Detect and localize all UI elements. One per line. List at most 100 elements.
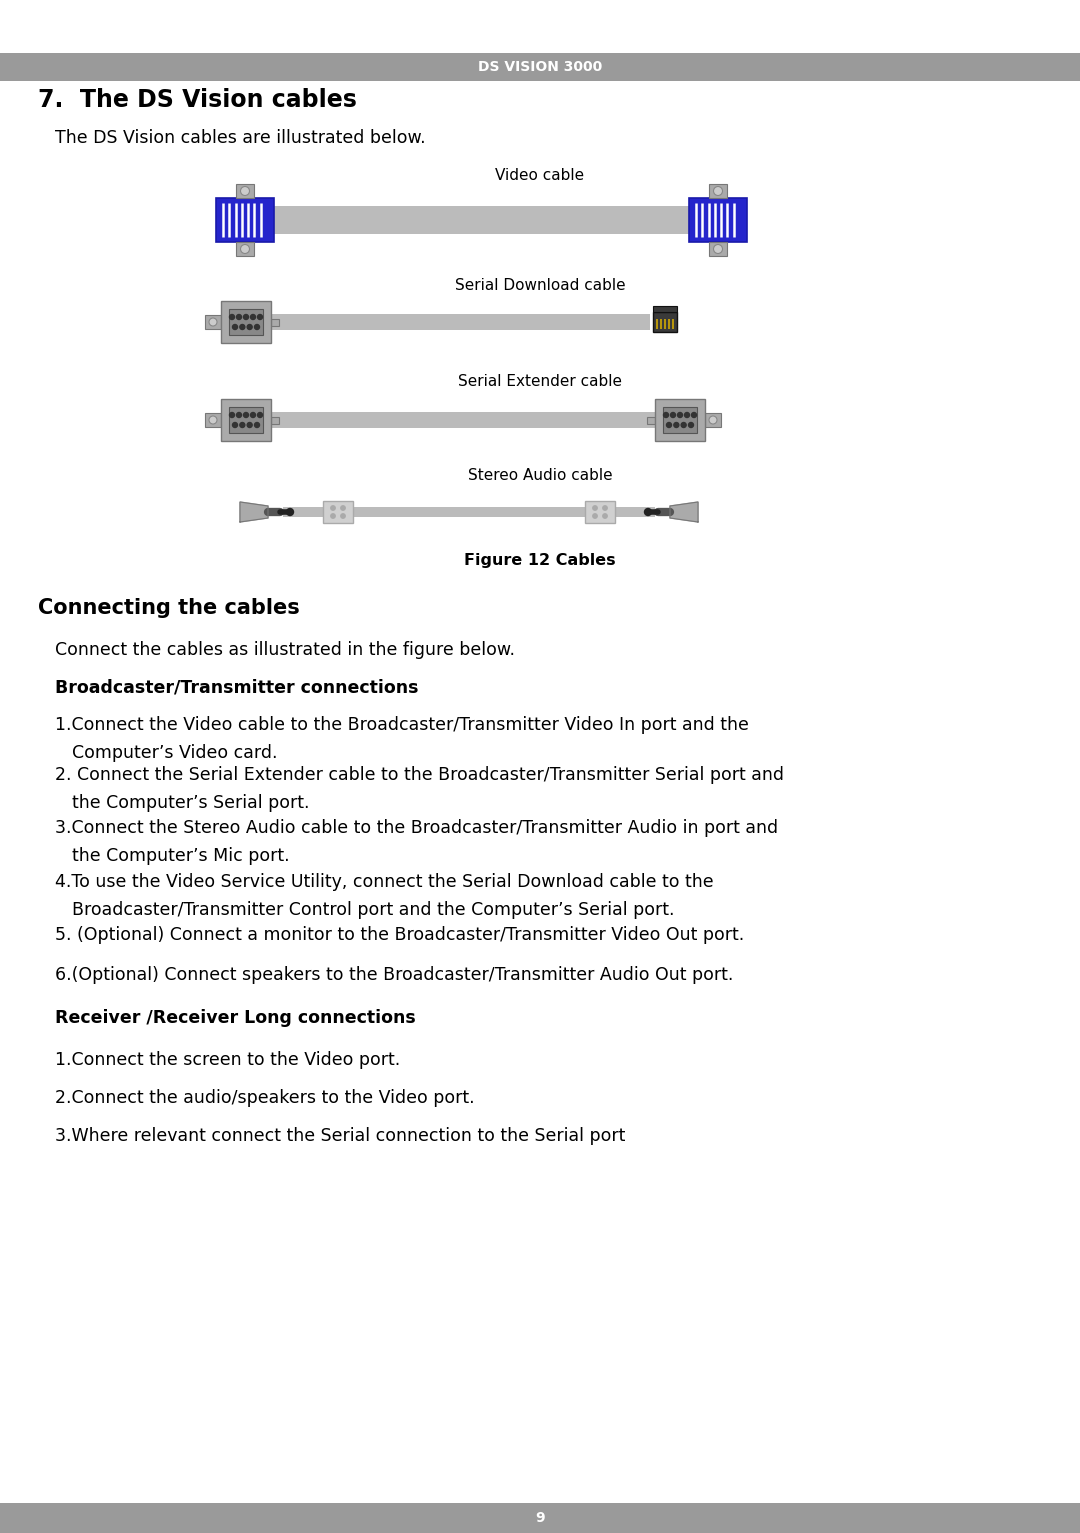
- Bar: [672, 319, 674, 330]
- Bar: [271, 412, 654, 428]
- Bar: [271, 314, 650, 330]
- Text: 6.(Optional) Connect speakers to the Broadcaster/Transmitter Audio Out port.: 6.(Optional) Connect speakers to the Bro…: [55, 966, 733, 984]
- Bar: [585, 501, 615, 523]
- Circle shape: [232, 423, 238, 428]
- Circle shape: [286, 509, 294, 515]
- Circle shape: [671, 412, 675, 417]
- Bar: [229, 406, 264, 432]
- Bar: [271, 417, 279, 423]
- Circle shape: [691, 412, 697, 417]
- Circle shape: [663, 412, 669, 417]
- Text: Figure 12 Cables: Figure 12 Cables: [464, 552, 616, 567]
- Circle shape: [229, 314, 234, 319]
- Text: Receiver /Receiver Long connections: Receiver /Receiver Long connections: [55, 1009, 416, 1027]
- Circle shape: [240, 325, 245, 330]
- Text: 2.Connect the audio/speakers to the Video port.: 2.Connect the audio/speakers to the Vide…: [55, 1088, 474, 1107]
- Text: 9: 9: [536, 1512, 544, 1525]
- Circle shape: [603, 506, 607, 510]
- Circle shape: [247, 325, 252, 330]
- Circle shape: [330, 514, 335, 518]
- Circle shape: [674, 423, 679, 428]
- Circle shape: [689, 423, 693, 428]
- Circle shape: [241, 244, 249, 253]
- Circle shape: [677, 412, 683, 417]
- Circle shape: [255, 423, 259, 428]
- Text: 3.Where relevant connect the Serial connection to the Serial port: 3.Where relevant connect the Serial conn…: [55, 1127, 625, 1145]
- Bar: [708, 184, 727, 198]
- Circle shape: [330, 506, 335, 510]
- Circle shape: [243, 314, 248, 319]
- Bar: [653, 307, 677, 313]
- Bar: [667, 319, 671, 330]
- Circle shape: [681, 423, 686, 428]
- Bar: [229, 310, 264, 336]
- Text: Broadcaster/Transmitter connections: Broadcaster/Transmitter connections: [55, 679, 419, 698]
- Bar: [271, 319, 279, 325]
- Text: Broadcaster/Transmitter Control port and the Computer’s Serial port.: Broadcaster/Transmitter Control port and…: [72, 901, 675, 918]
- Bar: [654, 399, 705, 442]
- Circle shape: [257, 314, 262, 319]
- Circle shape: [247, 423, 252, 428]
- Text: DS VISION 3000: DS VISION 3000: [477, 60, 603, 74]
- Bar: [221, 399, 271, 442]
- Circle shape: [210, 415, 217, 425]
- Text: Connecting the cables: Connecting the cables: [38, 598, 300, 618]
- Text: 1.Connect the screen to the Video port.: 1.Connect the screen to the Video port.: [55, 1052, 401, 1069]
- Bar: [0, 54, 1080, 81]
- Circle shape: [666, 423, 672, 428]
- Circle shape: [251, 314, 256, 319]
- Text: 3.Connect the Stereo Audio cable to the Broadcaster/Transmitter Audio in port an: 3.Connect the Stereo Audio cable to the …: [55, 819, 778, 837]
- Bar: [689, 198, 747, 242]
- Bar: [205, 314, 221, 330]
- Bar: [705, 412, 721, 428]
- Bar: [663, 406, 697, 432]
- Circle shape: [603, 514, 607, 518]
- Text: Stereo Audio cable: Stereo Audio cable: [468, 468, 612, 483]
- Text: 4.To use the Video Service Utility, connect the Serial Download cable to the: 4.To use the Video Service Utility, conn…: [55, 872, 714, 891]
- Circle shape: [240, 423, 245, 428]
- Bar: [708, 242, 727, 256]
- Bar: [283, 507, 654, 517]
- Circle shape: [229, 412, 234, 417]
- Circle shape: [243, 412, 248, 417]
- Bar: [647, 417, 654, 423]
- Bar: [265, 205, 698, 235]
- Circle shape: [341, 506, 346, 510]
- Circle shape: [714, 187, 723, 196]
- Circle shape: [708, 415, 717, 425]
- Bar: [653, 313, 677, 333]
- Polygon shape: [670, 501, 698, 523]
- Text: the Computer’s Serial port.: the Computer’s Serial port.: [72, 794, 310, 812]
- Circle shape: [241, 187, 249, 196]
- Bar: [660, 319, 662, 330]
- Circle shape: [237, 412, 242, 417]
- Circle shape: [593, 514, 597, 518]
- Circle shape: [341, 514, 346, 518]
- Text: the Computer’s Mic port.: the Computer’s Mic port.: [72, 848, 289, 865]
- Circle shape: [210, 317, 217, 327]
- Bar: [323, 501, 353, 523]
- Text: 2. Connect the Serial Extender cable to the Broadcaster/Transmitter Serial port : 2. Connect the Serial Extender cable to …: [55, 766, 784, 783]
- Bar: [656, 319, 658, 330]
- Circle shape: [645, 509, 651, 515]
- Circle shape: [714, 244, 723, 253]
- Bar: [664, 319, 666, 330]
- Text: Connect the cables as illustrated in the figure below.: Connect the cables as illustrated in the…: [55, 641, 515, 659]
- Bar: [237, 242, 254, 256]
- Circle shape: [593, 506, 597, 510]
- Bar: [237, 184, 254, 198]
- Text: 1.Connect the Video cable to the Broadcaster/Transmitter Video In port and the: 1.Connect the Video cable to the Broadca…: [55, 716, 748, 734]
- Circle shape: [232, 325, 238, 330]
- Text: Computer’s Video card.: Computer’s Video card.: [72, 744, 278, 762]
- Circle shape: [257, 412, 262, 417]
- Circle shape: [237, 314, 242, 319]
- Text: Serial Extender cable: Serial Extender cable: [458, 374, 622, 389]
- Text: Serial Download cable: Serial Download cable: [455, 277, 625, 293]
- Bar: [216, 198, 274, 242]
- Circle shape: [255, 325, 259, 330]
- Polygon shape: [240, 501, 268, 523]
- Bar: [0, 1502, 1080, 1533]
- Text: The DS Vision cables are illustrated below.: The DS Vision cables are illustrated bel…: [55, 129, 426, 147]
- Text: 5. (Optional) Connect a monitor to the Broadcaster/Transmitter Video Out port.: 5. (Optional) Connect a monitor to the B…: [55, 926, 744, 944]
- Circle shape: [685, 412, 689, 417]
